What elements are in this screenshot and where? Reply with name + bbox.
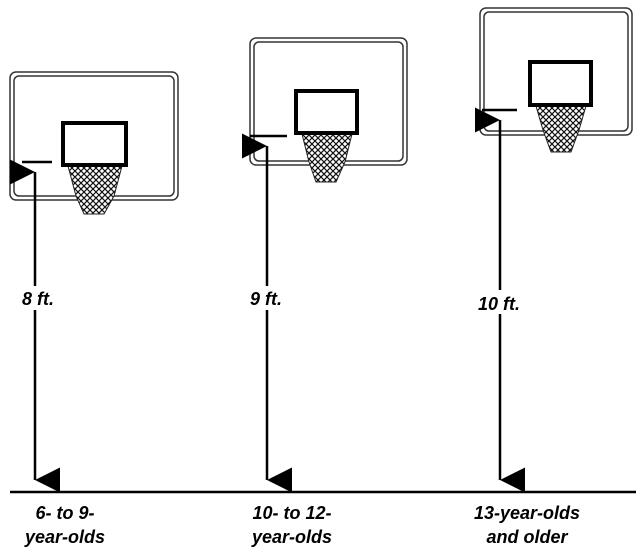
age-label: year-olds — [24, 527, 105, 547]
age-label: 10- to 12- — [252, 503, 331, 523]
height-label: 8 ft. — [22, 289, 54, 309]
hoop: 9 ft. 10- to 12- year-olds — [246, 38, 407, 547]
rim-box — [296, 91, 357, 133]
diagram: 8 ft. 6- to 9- year-olds 9 ft. 10- to 12… — [0, 0, 636, 548]
age-label: year-olds — [251, 527, 332, 547]
height-label: 10 ft. — [478, 294, 520, 314]
net — [536, 106, 586, 152]
age-label: 13-year-olds — [474, 503, 580, 523]
rim-box — [63, 123, 126, 165]
rim-box — [530, 62, 591, 105]
height-label: 9 ft. — [250, 289, 282, 309]
net — [302, 134, 352, 182]
hoop: 10 ft. 13-year-olds and older — [474, 8, 632, 547]
age-label: and older — [486, 527, 568, 547]
age-label: 6- to 9- — [35, 503, 94, 523]
hoop: 8 ft. 6- to 9- year-olds — [10, 72, 178, 547]
net — [68, 166, 122, 214]
